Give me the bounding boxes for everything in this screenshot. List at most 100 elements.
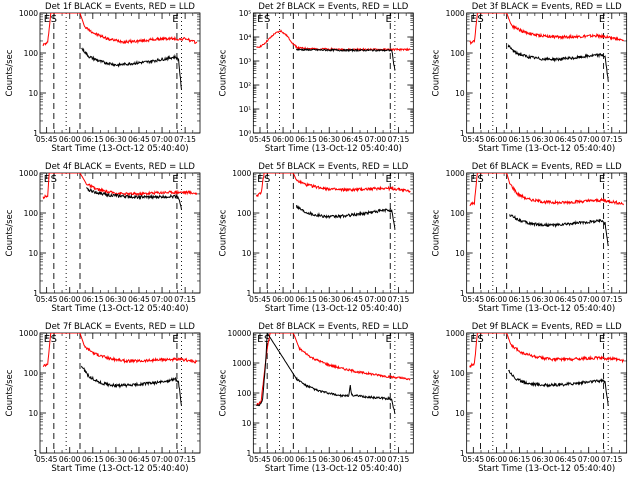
x-axis-label: Start Time (13-Oct-12 05:40:40) (478, 144, 615, 154)
x-tick-label: 06:30 (532, 455, 554, 464)
x-tick-label: 06:45 (128, 295, 150, 304)
event-marker-label: E (172, 14, 178, 25)
event-marker-label: E (599, 174, 605, 185)
x-tick-label: 06:15 (509, 295, 531, 304)
y-tick-label: 100 (24, 369, 39, 378)
y-tick-label: 1 (33, 289, 38, 298)
x-axis-label: Start Time (13-Oct-12 05:40:40) (478, 304, 615, 314)
x-tick-label: 06:15 (82, 135, 104, 144)
chart-title: Det 3f BLACK = Events, RED = LLD (472, 2, 622, 12)
x-tick-label: 06:00 (59, 135, 81, 144)
y-tick-label: 1000 (446, 169, 465, 178)
x-axis-label: Start Time (13-Oct-12 05:40:40) (265, 464, 402, 474)
y-axis-label: Counts/sec (218, 369, 228, 416)
chart-title: Det 1f BLACK = Events, RED = LLD (45, 2, 195, 12)
event-marker-label: E (386, 174, 392, 185)
x-tick-label: 06:00 (59, 295, 81, 304)
events-series-line (295, 48, 396, 71)
x-tick-label: 05:45 (463, 455, 485, 464)
x-tick-label: 06:45 (555, 455, 577, 464)
x-tick-label: 06:15 (82, 295, 104, 304)
x-tick-label: 06:00 (272, 455, 294, 464)
x-tick-label: 06:45 (341, 455, 363, 464)
events-series-line (256, 333, 396, 415)
y-tick-label: 1 (460, 129, 465, 138)
x-tick-label: 07:00 (365, 455, 387, 464)
lld-series-line (469, 333, 625, 368)
x-tick-label: 06:30 (105, 455, 127, 464)
y-tick-label: 10⁴ (239, 33, 252, 42)
x-axis-label: Start Time (13-Oct-12 05:40:40) (478, 464, 615, 474)
x-tick-label: 06:45 (555, 295, 577, 304)
events-series-line (509, 214, 609, 247)
x-axis-label: Start Time (13-Oct-12 05:40:40) (265, 144, 402, 154)
chart-panel-3: Det 3f BLACK = Events, RED = LLD 1 10 100 10… (432, 2, 628, 154)
chart-title: Det 5f BLACK = Events, RED = LLD (258, 162, 408, 172)
plot-frame (39, 332, 201, 454)
event-marker-label: E (172, 174, 178, 185)
chart-panel-6: Det 6f BLACK = Events, RED = LLD 1 10 100 10… (432, 162, 628, 314)
y-tick-label: 1 (33, 129, 38, 138)
y-tick-label: 1000 (19, 329, 38, 338)
y-tick-label: 1000 (232, 169, 251, 178)
y-axis-label: Counts/sec (432, 209, 442, 256)
plot-frame (466, 332, 628, 454)
x-tick-label: 06:15 (295, 135, 317, 144)
chart-panel-4: Det 4f BLACK = Events, RED = LLD 1 10 100 10… (5, 162, 201, 314)
x-tick-label: 06:30 (532, 295, 554, 304)
y-tick-label: 1 (247, 449, 252, 458)
y-axis-label: Counts/sec (5, 49, 15, 96)
events-series-line (507, 44, 609, 82)
y-tick-label: 100 (237, 389, 252, 398)
y-tick-label: 10¹ (239, 105, 252, 114)
event-marker-label: E (599, 14, 605, 25)
x-tick-label: 06:00 (272, 135, 294, 144)
chart-title: Det 8f BLACK = Events, RED = LLD (258, 322, 408, 332)
x-tick-label: 07:00 (578, 455, 600, 464)
x-tick-label: 06:45 (128, 455, 150, 464)
x-tick-label: 06:00 (486, 455, 508, 464)
event-marker-label: S (51, 174, 57, 185)
y-axis-label: Counts/sec (432, 369, 442, 416)
x-tick-label: 07:15 (174, 135, 196, 144)
x-tick-label: 05:45 (36, 135, 58, 144)
x-tick-label: 07:15 (174, 295, 196, 304)
event-marker-label: E (44, 174, 50, 185)
event-marker-label: E (257, 174, 263, 185)
event-marker-label: E (172, 334, 178, 345)
x-tick-label: 07:00 (151, 455, 173, 464)
x-axis-label: Start Time (13-Oct-12 05:40:40) (51, 144, 188, 154)
event-marker-label: S (264, 14, 270, 25)
chart-panel-2: Det 2f BLACK = Events, RED = LLD 10⁰ 10¹ 10… (218, 2, 414, 154)
x-tick-label: 07:00 (578, 295, 600, 304)
chart-panel-9: Det 9f BLACK = Events, RED = LLD 1 10 100 10… (432, 322, 628, 474)
lld-series-line (255, 173, 411, 198)
y-tick-label: 10 (455, 249, 465, 258)
y-axis-label: Counts/sec (218, 49, 228, 96)
x-tick-label: 06:30 (105, 135, 127, 144)
y-axis-label: Counts/sec (218, 209, 228, 256)
x-tick-label: 07:00 (365, 135, 387, 144)
plot-frame (39, 172, 201, 294)
x-axis-label: Start Time (13-Oct-12 05:40:40) (265, 304, 402, 314)
x-tick-label: 06:15 (295, 455, 317, 464)
x-tick-label: 05:45 (36, 455, 58, 464)
event-marker-label: E (386, 334, 392, 345)
y-axis-label: Counts/sec (5, 369, 15, 416)
x-tick-label: 06:45 (555, 135, 577, 144)
event-marker-label: E (386, 14, 392, 25)
chart-title: Det 2f BLACK = Events, RED = LLD (258, 2, 408, 12)
y-tick-label: 10 (28, 249, 38, 258)
y-tick-label: 100 (450, 209, 465, 218)
x-tick-label: 06:30 (105, 295, 127, 304)
y-tick-label: 1000 (19, 169, 38, 178)
chart-title: Det 6f BLACK = Events, RED = LLD (472, 162, 622, 172)
x-tick-label: 05:45 (249, 135, 271, 144)
x-tick-label: 06:00 (59, 455, 81, 464)
x-tick-label: 06:45 (341, 295, 363, 304)
event-marker-label: E (599, 334, 605, 345)
event-marker-label: S (477, 174, 483, 185)
chart-panel-8: Det 8f BLACK = Events, RED = LLD 1 10 100 10… (218, 322, 414, 474)
y-tick-label: 1 (247, 289, 252, 298)
